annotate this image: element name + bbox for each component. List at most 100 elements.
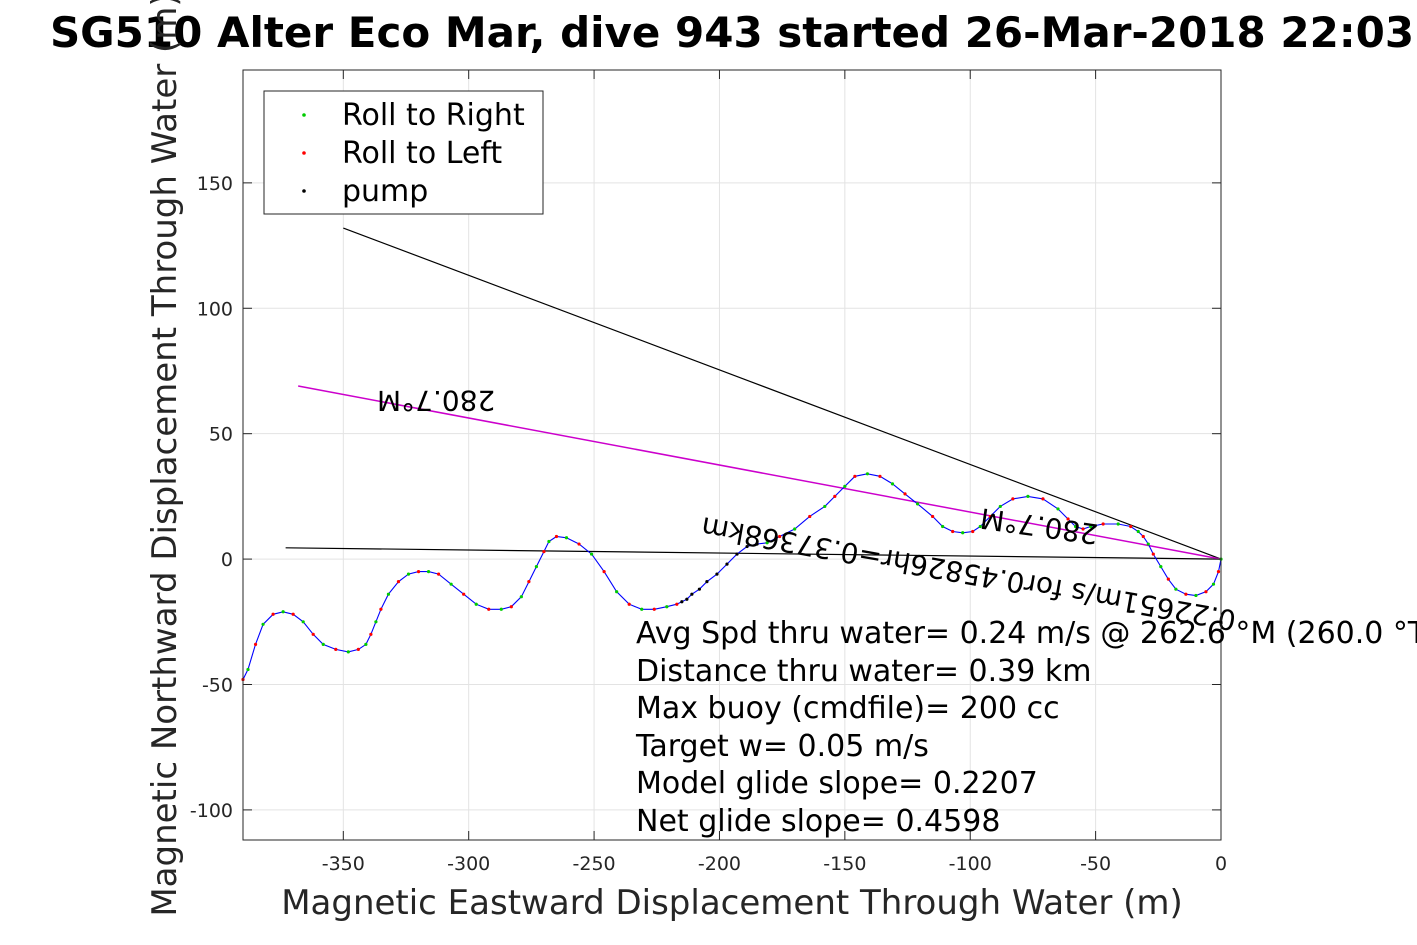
roll-left-marker: [554, 534, 559, 539]
pump-marker: [745, 544, 749, 549]
annotation-net-glide-slope: Net glide slope= 0.4598: [636, 804, 1000, 839]
roll-left-marker: [487, 607, 491, 611]
roll-left-marker: [1081, 527, 1085, 531]
roll-left-marker: [396, 580, 401, 584]
roll-left-marker: [1129, 524, 1133, 529]
pump-marker: [755, 542, 759, 546]
annotation-distance: Distance thru water= 0.39 km: [636, 654, 1091, 689]
y-tick-label: 0: [221, 549, 233, 571]
roll-right-marker: [374, 620, 378, 624]
roll-left-marker: [1101, 522, 1105, 526]
roll-left-marker: [1041, 497, 1045, 501]
x-tick-label: -150: [823, 853, 866, 875]
heading-line: [343, 227, 1222, 560]
roll-right-marker: [499, 607, 503, 611]
roll-right-marker: [1026, 494, 1030, 498]
roll-right-marker: [321, 642, 325, 646]
y-tick-label: -50: [202, 674, 233, 696]
y-tick-label: 150: [197, 173, 233, 195]
roll-left-marker: [369, 632, 373, 636]
x-tick-label: 0: [1215, 853, 1227, 875]
roll-right-marker: [1174, 587, 1178, 591]
roll-right-marker: [961, 531, 965, 535]
stats-annotations: Avg Spd thru water= 0.24 m/s @ 262.6 °M …: [635, 616, 1417, 839]
chart-title: SG510 Alter Eco Mar, dive 943 started 26…: [50, 8, 1414, 57]
roll-left-marker: [379, 607, 383, 611]
roll-left-marker: [675, 602, 679, 606]
x-tick-label: -200: [698, 853, 741, 875]
roll-left-marker: [1216, 570, 1221, 574]
roll-right-marker: [1146, 542, 1150, 546]
track-line: [242, 473, 1222, 680]
x-axis-label: Magnetic Eastward Displacement Through W…: [281, 883, 1183, 923]
annotation-avg-speed: Avg Spd thru water= 0.24 m/s @ 262.6 °M …: [636, 616, 1417, 651]
roll-left-marker: [652, 607, 656, 611]
roll-right-marker: [519, 595, 523, 599]
roll-left-marker: [1184, 592, 1188, 596]
legend-box: [263, 90, 544, 215]
roll-right-marker: [823, 504, 827, 509]
y-tick-label: 100: [197, 298, 233, 320]
heading-lines: [285, 227, 1222, 560]
roll-right-marker: [998, 504, 1002, 509]
roll-right-marker: [547, 539, 551, 544]
roll-right-marker: [406, 572, 411, 576]
roll-right-marker: [1116, 522, 1120, 526]
y-axis-label: Magnetic Northward Displacement Through …: [145, 0, 185, 917]
legend-label-roll-right: Roll to Right: [342, 98, 525, 133]
roll-right-marker: [534, 565, 539, 569]
roll-left-marker: [462, 592, 466, 596]
roll-right-marker: [865, 472, 870, 476]
roll-right-marker: [1089, 524, 1093, 529]
roll-right-marker: [1056, 507, 1060, 511]
roll-right-marker: [346, 650, 350, 654]
roll-left-marker: [951, 529, 955, 534]
x-tick-label: -300: [447, 853, 490, 875]
pump-marker: [697, 587, 702, 591]
roll-left-marker: [1204, 590, 1208, 594]
pump-marker: [735, 552, 739, 556]
pump-marker: [690, 592, 694, 596]
legend-label-roll-left: Roll to Left: [342, 136, 502, 171]
roll-right-marker: [615, 590, 619, 594]
roll-left-marker: [778, 534, 782, 539]
roll-left-marker: [356, 647, 360, 651]
roll-left-marker: [931, 514, 935, 519]
roll-left-marker: [334, 647, 338, 651]
roll-right-marker: [1194, 593, 1198, 598]
roll-right-marker: [426, 570, 431, 574]
roll-left-marker: [416, 570, 421, 574]
pump-marker: [685, 597, 689, 601]
roll-right-marker: [915, 502, 920, 506]
y-tick-label: -100: [190, 800, 233, 822]
roll-right-marker: [843, 484, 847, 488]
heading-line: [285, 547, 1222, 560]
track-markers: [241, 472, 1223, 682]
legend-label-pump: pump: [342, 174, 428, 209]
roll-left-marker: [853, 474, 857, 478]
roll-left-marker: [988, 514, 992, 519]
x-tick-label: -250: [573, 853, 616, 875]
roll-right-marker: [765, 541, 769, 545]
roll-left-marker: [311, 632, 315, 636]
roll-left-marker: [878, 474, 882, 478]
axis-ticks: -350 -300 -250 -200 -150 -100 -50 0 -100 -50 0 50 10…: [190, 70, 1227, 875]
pump-marker: [705, 580, 709, 584]
roll-left-marker: [903, 492, 907, 496]
y-tick-label: 50: [209, 424, 233, 446]
roll-right-marker: [978, 524, 982, 529]
roll-right-marker: [564, 536, 569, 540]
roll-right-marker: [1073, 524, 1078, 529]
legend: Roll to Right Roll to Left pump: [263, 90, 544, 215]
roll-left-marker: [271, 612, 275, 616]
annotation-max-buoy: Max buoy (cmdfile)= 200 cc: [636, 691, 1060, 726]
annotation-model-glide-slope: Model glide slope= 0.2207: [636, 766, 1038, 801]
roll-right-marker: [890, 482, 895, 486]
annotation-target-w: Target w= 0.05 m/s: [635, 729, 929, 764]
x-tick-label: -350: [322, 853, 365, 875]
roll-left-marker: [527, 580, 531, 584]
legend-marker-roll-right: [302, 113, 306, 117]
track-heading-label: 280.7°M: [377, 384, 495, 417]
roll-left-marker: [509, 605, 513, 609]
